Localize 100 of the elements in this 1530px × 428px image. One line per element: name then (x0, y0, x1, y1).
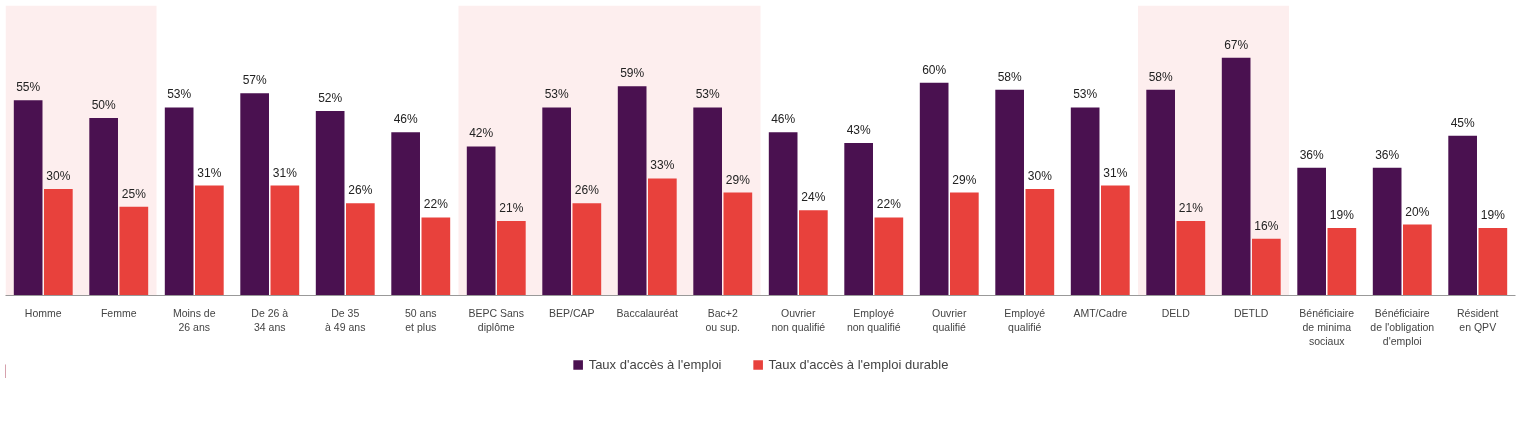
bar (1403, 224, 1432, 296)
bar (768, 132, 798, 296)
data-label: 43% (846, 122, 871, 137)
data-label: 46% (771, 112, 796, 127)
data-label: 31% (197, 165, 222, 180)
data-label: 36% (1375, 147, 1400, 162)
data-label: 53% (167, 87, 192, 102)
data-label: 25% (121, 186, 147, 201)
data-label: 58% (997, 69, 1022, 84)
bar (270, 185, 300, 296)
bar (844, 142, 873, 296)
data-label: 45% (1450, 115, 1475, 130)
data-label: 21% (499, 201, 524, 215)
bar (1146, 89, 1175, 296)
data-label: 22% (423, 197, 449, 212)
x-tick-label: Bac+2 ou sup. (705, 306, 740, 333)
data-label: 60% (922, 62, 947, 77)
bar (346, 203, 375, 296)
data-label: 55% (16, 80, 41, 95)
data-label: 29% (725, 172, 751, 187)
legend-label: Taux d'accès à l'emploi (588, 356, 722, 372)
bar (1070, 107, 1100, 296)
x-tick-label: BEP/CAP (548, 306, 595, 319)
bar (315, 111, 345, 296)
data-label: 36% (1299, 147, 1324, 162)
x-tick-label: DELD (1161, 306, 1191, 319)
x-tick-label: Moins de 26 ans (172, 306, 216, 333)
x-tick-label: Bénéficiaire de l'obligation d'emploi (1370, 306, 1435, 348)
data-label: 19% (1480, 208, 1506, 223)
data-label: 52% (318, 91, 343, 106)
bar (1297, 167, 1326, 296)
x-tick-label: 50 ans et plus (404, 306, 437, 333)
bar (919, 82, 949, 296)
x-tick-label: Ouvrier qualifié (932, 306, 967, 333)
data-label: 20% (1405, 204, 1430, 219)
bar (1101, 185, 1130, 296)
bar (466, 146, 496, 296)
legend-label: Taux d'accès à l'emploi durable (768, 356, 949, 372)
data-label: 31% (272, 165, 298, 180)
data-label: 33% (650, 158, 675, 173)
bar (617, 86, 647, 296)
data-label: 29% (952, 172, 977, 187)
bar (799, 210, 828, 296)
data-label: 30% (46, 169, 71, 184)
x-tick-label: DETLD (1234, 306, 1269, 319)
bar (391, 132, 420, 296)
bar (950, 192, 979, 296)
bar (723, 192, 753, 296)
bar (1327, 228, 1357, 296)
data-label: 26% (348, 183, 373, 198)
x-tick-label: Ouvrier non qualifié (771, 306, 826, 333)
x-tick-label: De 26 à 34 ans (251, 306, 289, 333)
x-tick-label: Employé qualifié (1004, 306, 1046, 333)
bar (572, 203, 602, 296)
data-label: 24% (801, 190, 826, 205)
bar (874, 217, 904, 296)
data-label: 58% (1148, 69, 1173, 84)
bar (1478, 228, 1508, 296)
bar (195, 185, 224, 296)
x-tick-label: Femme (100, 306, 137, 319)
bar (693, 107, 722, 296)
data-label: 53% (1073, 87, 1098, 102)
bar (1372, 167, 1402, 296)
bar (542, 107, 571, 296)
data-label: 67% (1224, 37, 1249, 52)
data-label: 53% (544, 87, 569, 102)
bar (164, 107, 194, 296)
bar (240, 93, 269, 296)
x-tick-label: Baccalauréat (616, 306, 678, 319)
x-tick-label: Résident en QPV (1457, 306, 1499, 333)
data-label: 42% (469, 126, 494, 141)
bar (995, 89, 1024, 296)
bar (1176, 221, 1206, 296)
bar (1221, 57, 1251, 296)
bar (1448, 135, 1477, 296)
data-label: 26% (574, 183, 600, 198)
bar (421, 217, 451, 296)
bar (13, 100, 43, 296)
data-label: 50% (91, 98, 116, 113)
x-tick-label: BEPC Sans diplôme (468, 306, 524, 333)
data-label: 57% (242, 73, 267, 88)
data-label: 19% (1329, 208, 1355, 223)
bar (44, 189, 73, 296)
bar (648, 178, 677, 296)
bar (497, 221, 526, 296)
data-label: 30% (1027, 169, 1053, 184)
data-label: 21% (1178, 201, 1204, 215)
x-tick-label: De 35 à 49 ans (325, 306, 366, 333)
data-label: 53% (695, 87, 720, 102)
data-label: 59% (620, 66, 645, 81)
x-tick-label: Bénéficiaire de minima sociaux (1299, 306, 1355, 348)
data-label: 16% (1254, 218, 1279, 233)
data-label: 46% (393, 112, 418, 127)
x-tick-label: Homme (24, 306, 62, 319)
bar (119, 206, 149, 296)
x-tick-label: AMT/Cadre (1073, 306, 1128, 319)
data-label: 22% (876, 197, 902, 212)
bar (1025, 189, 1055, 296)
data-label: 31% (1103, 165, 1128, 180)
bar (89, 118, 118, 296)
